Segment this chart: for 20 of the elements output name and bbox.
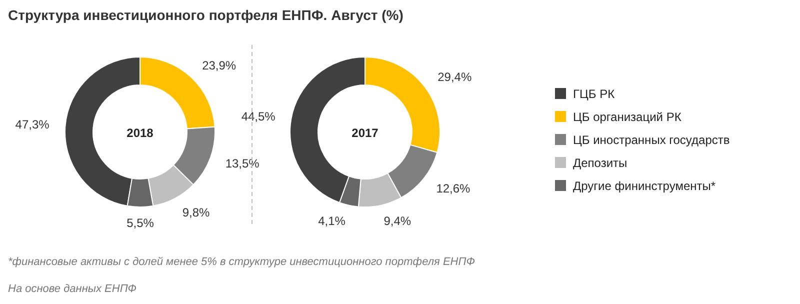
data-label: 9,8%	[182, 206, 210, 220]
text: На основе данных ЕНПФ	[8, 283, 137, 295]
text: Структура инвестиционного портфеля ЕНПФ. Август (%)	[8, 7, 404, 23]
legend-label: Депозиты	[573, 156, 628, 170]
legend-label: ЦБ иностранных государств	[573, 133, 730, 147]
data-label: 4,1%	[318, 214, 346, 228]
data-label: 29,4%	[438, 70, 472, 84]
data-label: 12,6%	[436, 182, 471, 196]
data-label: 9,4%	[384, 214, 412, 228]
legend-label: ГЦБ РК	[573, 87, 615, 101]
slice-label: 2018	[126, 126, 154, 140]
slice-label: 2017	[352, 126, 379, 140]
data-label: 5,5%	[126, 216, 154, 230]
legend-label: ЦБ организаций РК	[573, 110, 682, 124]
data-label: 47,3%	[15, 117, 50, 132]
data-label: 13,5%	[225, 156, 260, 171]
legend-label: Другие фининструменты*	[573, 179, 716, 193]
text: *финансовые активы с долей менее 5% в структуре инвестиционного портфеля ЕНПФ	[8, 256, 476, 268]
data-label: 44,5%	[241, 109, 276, 124]
data-label: 23,9%	[202, 58, 236, 72]
